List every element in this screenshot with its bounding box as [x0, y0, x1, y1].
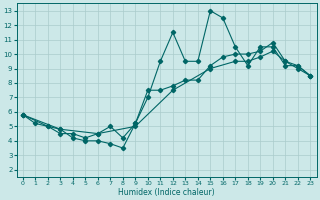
X-axis label: Humidex (Indice chaleur): Humidex (Indice chaleur)	[118, 188, 215, 197]
